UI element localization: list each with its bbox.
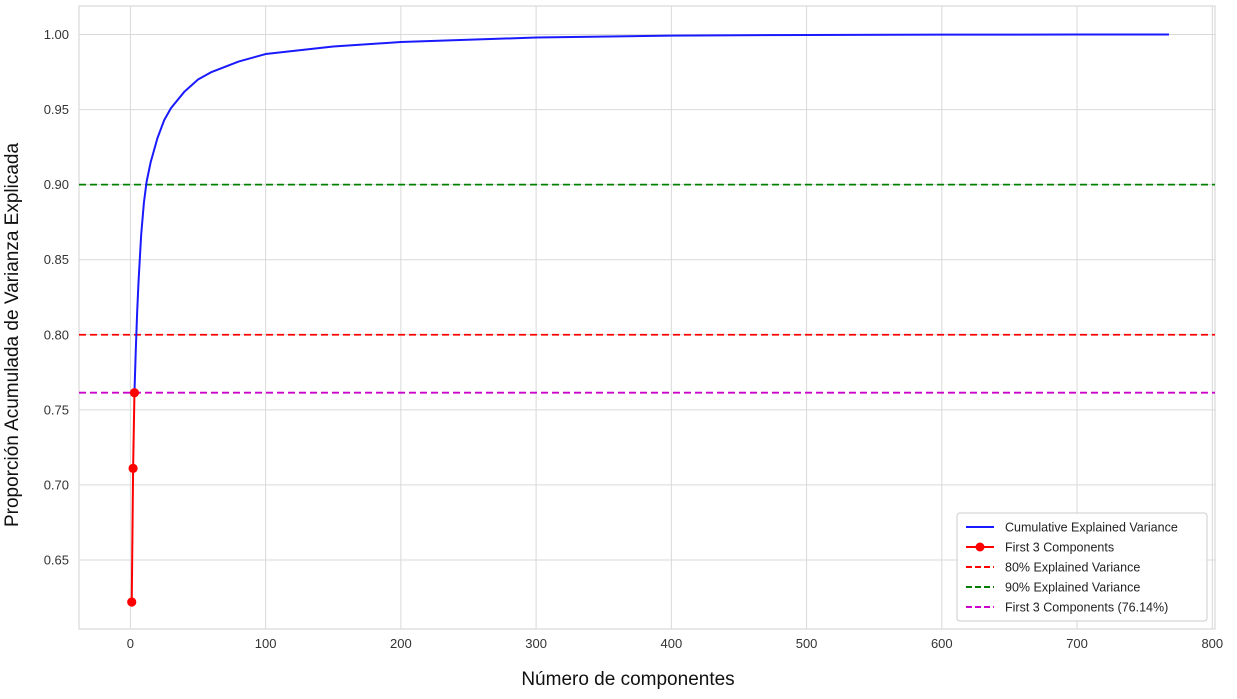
x-tick-label: 300 (525, 636, 547, 651)
y-tick-label: 0.85 (44, 252, 69, 267)
data-point (127, 597, 137, 607)
x-tick-label: 800 (1201, 636, 1223, 651)
legend-box (956, 512, 1208, 622)
x-tick-label: 600 (931, 636, 953, 651)
y-axis-title: Proporción Acumulada de Varianza Explica… (2, 143, 23, 528)
data-point (128, 463, 138, 473)
legend-marker (975, 542, 985, 552)
x-tick-label: 400 (660, 636, 682, 651)
legend-label: 80% Explained Variance (1005, 561, 1140, 575)
y-tick-label: 0.70 (44, 477, 69, 492)
legend-label: First 3 Components (1005, 541, 1114, 555)
y-tick-label: 1.00 (44, 27, 69, 42)
reference-lines (79, 183, 1215, 394)
x-tick-label: 100 (255, 636, 277, 651)
legend-label: 90% Explained Variance (1005, 581, 1140, 595)
y-tick-label: 0.95 (44, 102, 69, 117)
x-tick-label: 500 (796, 636, 818, 651)
series-group (127, 33, 1170, 607)
legend: Cumulative Explained Variance First 3 Com… (956, 512, 1208, 622)
x-tick-label: 200 (390, 636, 412, 651)
tick-labels: 0 100 200 300 400 500 600 700 800 0.65 0.70 0.75 0.8… (44, 27, 1223, 651)
legend-label: First 3 Components (76.14%) (1005, 601, 1168, 615)
x-tick-label: 0 (127, 636, 134, 651)
data-point (129, 388, 140, 398)
y-tick-label: 0.90 (44, 177, 69, 192)
legend-label: Cumulative Explained Variance (1005, 521, 1178, 535)
series-line (133, 33, 1170, 393)
x-tick-label: 700 (1066, 636, 1088, 651)
y-tick-label: 0.75 (44, 402, 69, 417)
y-tick-label: 0.65 (44, 552, 69, 567)
y-tick-label: 0.80 (44, 327, 69, 342)
x-axis-title: Número de componentes (521, 669, 734, 690)
